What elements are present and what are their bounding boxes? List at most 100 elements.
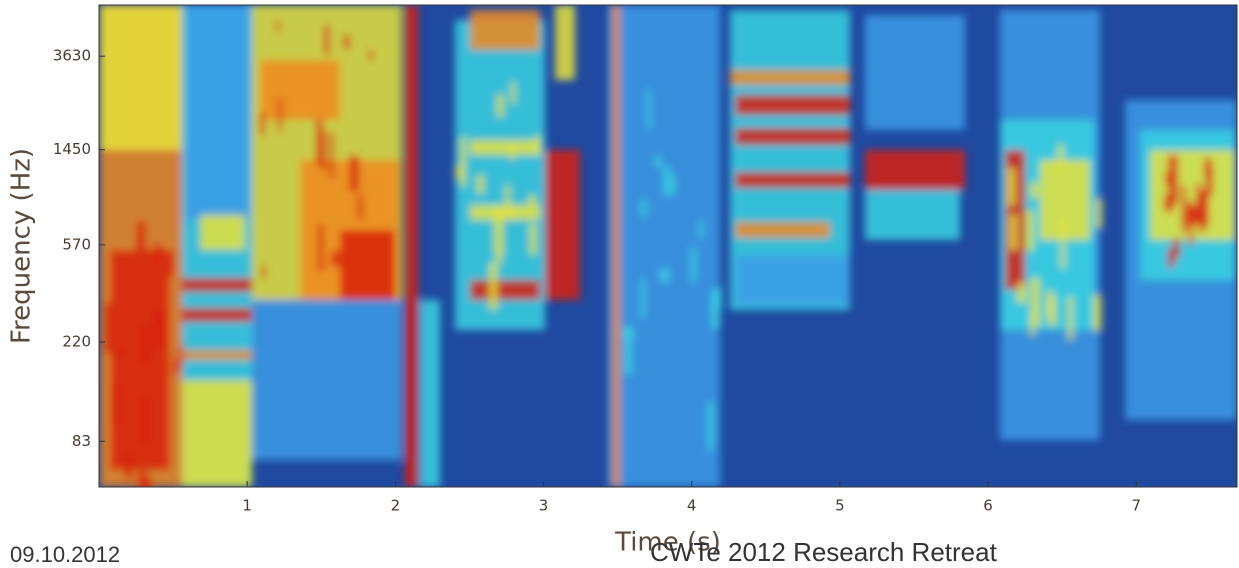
texture	[646, 89, 651, 130]
texture	[1196, 183, 1201, 224]
texture	[690, 247, 696, 283]
texture	[144, 477, 153, 487]
texture	[182, 350, 252, 360]
texture	[125, 454, 133, 480]
texture	[136, 221, 146, 254]
texture	[1048, 297, 1056, 326]
texture	[493, 207, 504, 253]
texture	[1168, 155, 1178, 204]
texture	[1016, 282, 1027, 304]
texture	[654, 155, 661, 168]
texture	[100, 5, 182, 150]
texture	[1007, 167, 1016, 206]
texture	[173, 359, 178, 376]
texture	[1095, 198, 1103, 229]
texture	[252, 300, 402, 460]
texture	[730, 70, 850, 85]
texture	[735, 222, 830, 238]
texture	[496, 94, 504, 117]
x-tick-label: 1	[242, 497, 252, 515]
texture	[640, 199, 647, 217]
spectrogram-image	[100, 5, 1237, 487]
texture	[735, 128, 850, 145]
footer-date: 09.10.2012	[10, 542, 120, 567]
x-tick-label: 5	[835, 497, 845, 515]
texture	[1030, 182, 1039, 198]
texture	[711, 290, 720, 329]
texture	[528, 195, 536, 208]
texture	[104, 303, 112, 353]
x-tick-label: 6	[983, 497, 993, 515]
texture	[510, 81, 516, 105]
texture	[330, 250, 340, 267]
texture	[455, 20, 545, 330]
y-tick-label: 1450	[53, 140, 91, 158]
x-tick-label: 7	[1131, 497, 1141, 515]
texture	[185, 5, 250, 220]
texture	[1025, 210, 1034, 251]
axes: 1 2 3 4 5 6 7 83 220 570 1450 3630	[53, 47, 1141, 515]
texture	[154, 243, 163, 260]
texture	[1060, 219, 1066, 270]
y-tick-label: 570	[62, 235, 91, 253]
texture	[315, 119, 324, 166]
texture	[420, 300, 440, 487]
texture	[200, 215, 245, 250]
texture	[182, 308, 252, 322]
texture	[1057, 144, 1064, 169]
texture	[1167, 248, 1175, 268]
texture	[476, 174, 485, 194]
texture	[608, 5, 720, 487]
texture	[865, 15, 965, 130]
texture	[865, 190, 960, 240]
texture	[182, 278, 252, 292]
x-tick-label: 3	[539, 497, 549, 515]
texture	[178, 344, 183, 370]
texture	[507, 205, 515, 220]
texture	[534, 135, 541, 156]
texture	[317, 224, 324, 272]
texture	[735, 95, 850, 115]
texture	[505, 184, 510, 211]
x-tick-label: 4	[687, 497, 697, 515]
texture	[1164, 194, 1174, 212]
texture	[1165, 172, 1172, 186]
texture	[153, 309, 162, 351]
texture	[110, 250, 170, 470]
texture	[1067, 296, 1074, 340]
texture	[141, 324, 151, 364]
y-tick-label: 83	[72, 432, 91, 450]
texture	[698, 220, 703, 239]
texture	[624, 326, 633, 375]
texture	[1181, 185, 1186, 233]
texture	[715, 287, 722, 311]
texture	[405, 5, 418, 487]
texture	[489, 262, 498, 310]
texture	[329, 132, 334, 179]
texture	[660, 268, 670, 283]
texture	[455, 167, 462, 178]
texture	[495, 250, 503, 264]
texture	[324, 25, 330, 55]
texture	[1009, 214, 1018, 251]
plot-frame	[98, 4, 1238, 488]
texture	[349, 154, 359, 192]
texture	[545, 150, 580, 300]
y-axis-label: Frequency (Hz)	[7, 148, 37, 344]
x-axis-label: Time (s)	[614, 528, 721, 558]
footer-event: CWTe 2012 Research Retreat	[650, 537, 998, 567]
texture	[555, 5, 575, 80]
texture	[275, 20, 280, 32]
y-tick-label: 220	[62, 332, 91, 350]
texture	[735, 255, 850, 305]
texture	[182, 380, 252, 487]
texture	[707, 402, 714, 451]
texture	[259, 113, 265, 135]
texture	[470, 10, 540, 50]
texture	[470, 205, 540, 220]
texture	[116, 347, 123, 359]
texture	[357, 195, 364, 220]
texture	[321, 130, 326, 171]
x-tick-label: 2	[391, 497, 401, 515]
texture	[612, 5, 620, 487]
